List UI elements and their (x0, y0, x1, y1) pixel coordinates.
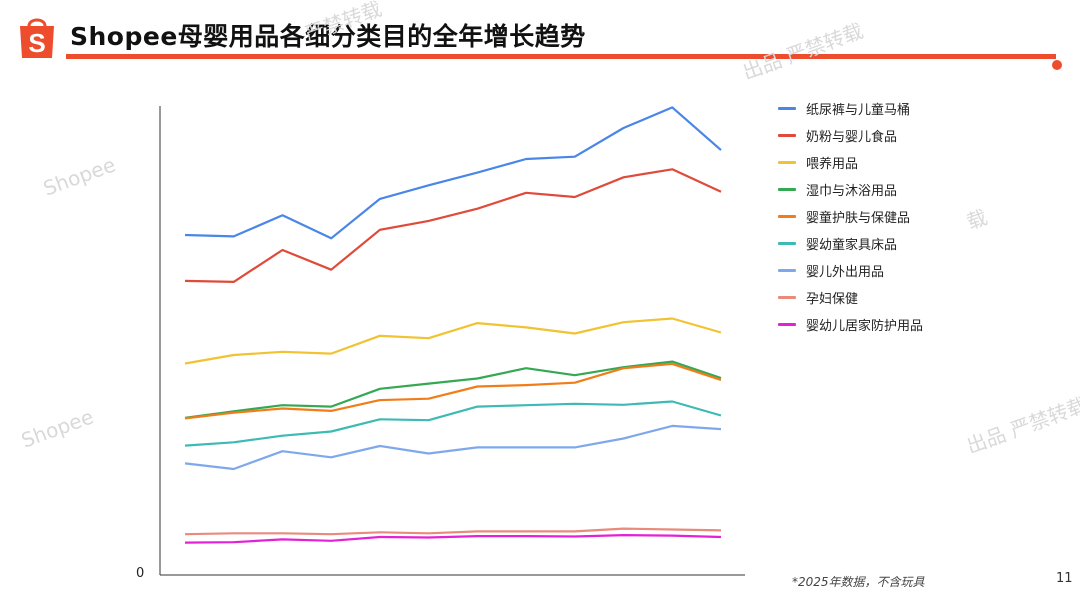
legend-swatch (778, 134, 796, 137)
title-underline-dot (1052, 60, 1062, 70)
legend-label: 纸尿裤与儿童马桶 (806, 103, 911, 118)
legend-label: 湿巾与沐浴用品 (806, 184, 898, 199)
series-line-5 (184, 362, 722, 420)
legend-label: 婴幼儿居家防护用品 (806, 319, 924, 334)
series-line-8 (184, 527, 722, 536)
legend-item: 婴童护肤与保健品 (778, 203, 923, 230)
page-title: Shopee母婴用品各细分类目的全年增长趋势 (70, 22, 586, 51)
legend-item: 湿巾与沐浴用品 (778, 176, 923, 203)
series-line-2 (184, 168, 722, 283)
legend-swatch (778, 215, 796, 218)
series-line-7 (184, 424, 722, 471)
legend-item: 喂养用品 (778, 149, 923, 176)
title-underline (66, 54, 1056, 59)
legend-swatch (778, 188, 796, 191)
page-number: 11 (1056, 571, 1073, 586)
legend-label: 婴儿外出用品 (806, 265, 885, 280)
legend-label: 婴童护肤与保健品 (806, 211, 911, 226)
footnote: *2025年数据，不含玩具 (792, 575, 925, 589)
legend-swatch (778, 107, 796, 110)
series-line-1 (184, 106, 722, 240)
legend-label: 喂养用品 (806, 157, 859, 172)
legend-label: 婴幼童家具床品 (806, 238, 898, 253)
series-line-3 (184, 317, 722, 365)
legend-swatch (778, 296, 796, 299)
legend-swatch (778, 269, 796, 272)
svg-text:S: S (28, 28, 45, 58)
legend-label: 孕妇保健 (806, 292, 859, 307)
chart-legend: 纸尿裤与儿童马桶 奶粉与婴儿食品 喂养用品湿巾与沐浴用品 婴童护肤与保健品 婴幼童家具床… (778, 95, 923, 338)
legend-item: 婴儿外出用品 (778, 257, 923, 284)
legend-item: 婴幼儿居家防护用品 (778, 311, 923, 338)
legend-swatch (778, 242, 796, 245)
series-line-9 (184, 533, 722, 544)
legend-swatch (778, 323, 796, 326)
shopee-logo-icon: S (20, 18, 54, 58)
series-line-6 (184, 400, 722, 447)
legend-item: 孕妇保健 (778, 284, 923, 311)
legend-item: 婴幼童家具床品 (778, 230, 923, 257)
legend-label: 奶粉与婴儿食品 (806, 130, 898, 145)
legend-swatch (778, 161, 796, 164)
series-line-4 (184, 360, 722, 419)
legend-item: 奶粉与婴儿食品 (778, 122, 923, 149)
legend-item: 纸尿裤与儿童马桶 (778, 95, 923, 122)
y-tick-label-0: 0 (136, 566, 145, 581)
